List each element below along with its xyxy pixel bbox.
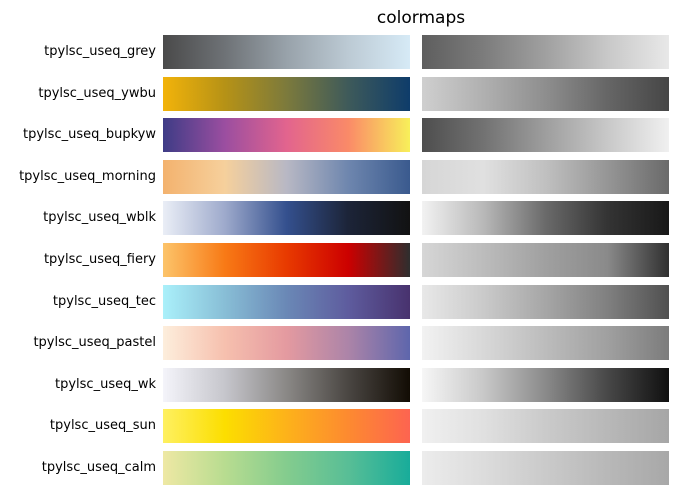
grayscale-swatch xyxy=(422,326,669,361)
colormap-swatch xyxy=(163,243,410,277)
grayscale-swatch xyxy=(422,76,669,111)
colormap-swatch xyxy=(163,284,410,319)
colormap-label: tpylsc_useq_wblk xyxy=(43,210,156,226)
colormap-label: tpylsc_useq_morning xyxy=(19,168,156,184)
grayscale-swatch xyxy=(422,409,669,444)
colormap-row: tpylsc_useq_tec xyxy=(0,284,678,319)
colormap-label: tpylsc_useq_pastel xyxy=(33,335,156,351)
grayscale-swatch xyxy=(422,284,669,319)
colormap-row: tpylsc_useq_bupkyw xyxy=(0,118,678,153)
chart-title: colormaps xyxy=(376,8,466,28)
colormap-label: tpylsc_useq_fiery xyxy=(43,252,156,267)
grayscale-swatch xyxy=(422,451,669,485)
colormap-swatch xyxy=(163,159,410,194)
grayscale-swatch xyxy=(422,118,669,153)
colormap-row: tpylsc_useq_sun xyxy=(0,409,678,444)
colormap-swatch xyxy=(163,35,410,69)
colormap-label: tpylsc_useq_ywbu xyxy=(38,85,156,101)
colormap-row: tpylsc_useq_pastel xyxy=(0,326,678,361)
colormap-label: tpylsc_useq_tec xyxy=(52,293,156,309)
colormap-row: tpylsc_useq_ywbu xyxy=(0,76,678,111)
colormap-swatch xyxy=(163,118,410,153)
colormap-swatch xyxy=(163,76,410,111)
colormap-row: tpylsc_useq_grey xyxy=(0,35,678,69)
grayscale-swatch xyxy=(422,201,669,236)
colormap-label: tpylsc_useq_grey xyxy=(44,44,156,59)
colormap-row: tpylsc_useq_morning xyxy=(0,159,678,194)
colormap-swatch xyxy=(163,451,410,485)
grayscale-swatch xyxy=(422,159,669,194)
colormap-row: tpylsc_useq_fiery xyxy=(0,243,678,277)
grayscale-swatch xyxy=(422,367,669,402)
colormap-row: tpylsc_useq_wk xyxy=(0,367,678,402)
colormap-label: tpylsc_useq_bupkyw xyxy=(23,127,156,143)
colormap-row: tpylsc_useq_calm xyxy=(0,451,678,485)
colormap-label: tpylsc_useq_sun xyxy=(49,418,156,434)
grayscale-swatch xyxy=(422,243,669,277)
colormap-swatch xyxy=(163,367,410,402)
colormap-swatch xyxy=(163,409,410,444)
colormap-label: tpylsc_useq_wk xyxy=(55,376,156,392)
colormap-row: tpylsc_useq_wblk xyxy=(0,201,678,236)
colormap-label: tpylsc_useq_calm xyxy=(41,460,156,475)
colormap-swatch xyxy=(163,201,410,236)
grayscale-swatch xyxy=(422,35,669,69)
colormap-swatch xyxy=(163,326,410,361)
